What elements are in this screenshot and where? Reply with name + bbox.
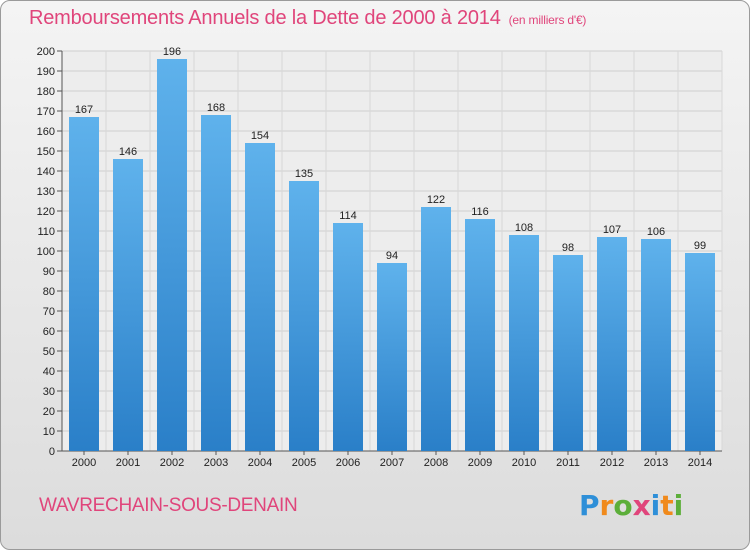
y-tick-label: 60	[43, 326, 55, 338]
bar-2009	[465, 219, 495, 451]
x-tick-label-2003: 2003	[204, 457, 228, 469]
y-tick-label: 140	[37, 166, 55, 178]
x-tick-label-2008: 2008	[424, 457, 448, 469]
chart-unit: (en milliers d'€)	[508, 13, 587, 27]
y-tick-label: 120	[37, 206, 55, 218]
bar-2008	[421, 207, 451, 451]
y-tick-label: 30	[43, 386, 55, 398]
logo-letter: i	[650, 489, 661, 522]
y-tick-label: 180	[37, 86, 55, 98]
value-label-2002: 196	[163, 46, 181, 58]
x-tick-label-2004: 2004	[248, 457, 272, 469]
bar-2014	[685, 253, 715, 451]
x-tick-label-2014: 2014	[688, 457, 712, 469]
bar-2002	[157, 59, 187, 451]
x-tick-label-2010: 2010	[512, 457, 536, 469]
value-label-2009: 116	[471, 206, 489, 218]
bar-2012	[597, 237, 627, 451]
y-tick-label: 170	[37, 106, 55, 118]
value-label-2014: 99	[694, 240, 706, 252]
y-tick-label: 130	[37, 186, 55, 198]
commune-name: WAVRECHAIN-SOUS-DENAIN	[39, 495, 298, 516]
y-tick-label: 100	[37, 246, 55, 258]
x-tick-label-2001: 2001	[116, 457, 140, 469]
value-label-2007: 94	[386, 250, 398, 262]
value-label-2013: 106	[647, 226, 665, 238]
chart-title: Remboursements Annuels de la Dette de 20…	[29, 7, 586, 30]
x-tick-label-2011: 2011	[556, 457, 580, 469]
bar-2007	[377, 263, 407, 451]
chart-title-text: Remboursements Annuels de la Dette de 20…	[29, 7, 501, 29]
y-tick-label: 190	[37, 66, 55, 78]
value-label-2010: 108	[515, 222, 533, 234]
bar-2011	[553, 255, 583, 451]
bar-2010	[509, 235, 539, 451]
y-tick-label: 200	[37, 46, 55, 58]
y-tick-label: 10	[43, 426, 55, 438]
y-tick-label: 90	[43, 266, 55, 278]
x-tick-label-2007: 2007	[380, 457, 404, 469]
proxiti-logo: Proxiti	[579, 489, 683, 522]
x-tick-label-2000: 2000	[72, 457, 96, 469]
x-tick-label-2006: 2006	[336, 457, 360, 469]
x-tick-label-2002: 2002	[160, 457, 184, 469]
y-tick-label: 50	[43, 346, 55, 358]
x-tick-label-2013: 2013	[644, 457, 668, 469]
bars	[69, 59, 715, 451]
y-tick-label: 160	[37, 126, 55, 138]
bar-2005	[289, 181, 319, 451]
bar-2000	[69, 117, 99, 451]
y-tick-label: 150	[37, 146, 55, 158]
value-label-2011: 98	[562, 242, 574, 254]
bar-2013	[641, 239, 671, 451]
value-label-2003: 168	[207, 102, 225, 114]
y-tick-label: 20	[43, 406, 55, 418]
x-tick-label-2012: 2012	[600, 457, 624, 469]
logo-letter: P	[579, 489, 600, 522]
x-tick-label-2009: 2009	[468, 457, 492, 469]
y-tick-label: 110	[37, 226, 55, 238]
bar-2006	[333, 223, 363, 451]
logo-letter: i	[673, 489, 684, 522]
value-label-2005: 135	[295, 168, 313, 180]
value-label-2008: 122	[427, 194, 445, 206]
value-label-2012: 107	[603, 224, 621, 236]
logo-letter: x	[632, 489, 651, 522]
y-tick-label: 40	[43, 366, 55, 378]
logo-letter: t	[660, 489, 674, 522]
y-tick-label: 70	[43, 306, 55, 318]
value-label-2004: 154	[251, 130, 269, 142]
y-tick-label: 0	[49, 446, 55, 458]
x-tick-label-2005: 2005	[292, 457, 316, 469]
value-label-2001: 146	[119, 146, 137, 158]
labels: 0 10 20 30 40 50 60 70 80 90 100 110 120 130 140 150 160…	[37, 46, 713, 469]
bar-2003	[201, 115, 231, 451]
value-label-2000: 167	[75, 104, 93, 116]
y-tick-label: 80	[43, 286, 55, 298]
value-label-2006: 114	[339, 210, 357, 222]
logo-letter: r	[599, 489, 614, 522]
bar-2001	[113, 159, 143, 451]
bar-2004	[245, 143, 275, 451]
logo-letter: o	[613, 489, 633, 522]
